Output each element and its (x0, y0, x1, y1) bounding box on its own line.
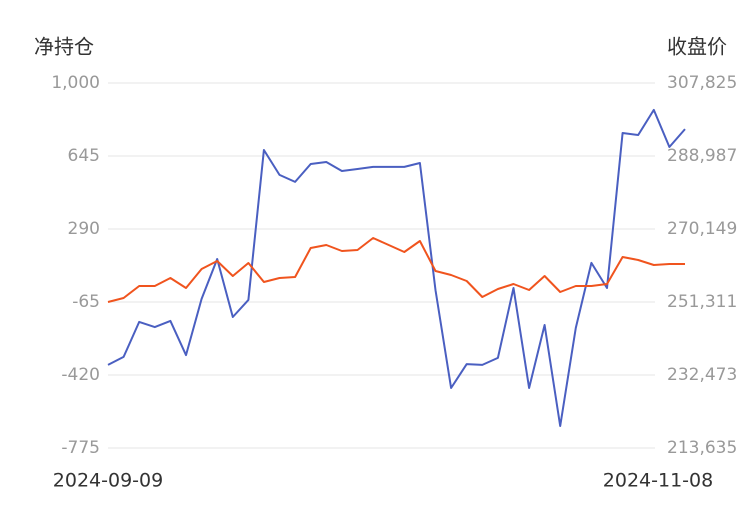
y2-tick-label: 213,635 (667, 438, 737, 458)
series-line (107, 108, 686, 427)
y2-tick-label: 288,987 (667, 146, 737, 166)
series-line (107, 237, 685, 303)
y-tick-label: 1,000 (51, 73, 100, 93)
x-tick-label: 2024-11-08 (603, 470, 713, 492)
y-tick-label: -420 (61, 365, 100, 385)
y2-axis-title: 收盘价 (667, 35, 727, 59)
x-tick-label: 2024-09-09 (53, 470, 163, 492)
y-tick-label: -775 (61, 438, 100, 458)
y2-tick-label: 232,473 (667, 365, 737, 385)
y-tick-label: 645 (68, 146, 100, 166)
y2-tick-label: 251,311 (667, 292, 737, 312)
y2-tick-label: 270,149 (667, 219, 737, 239)
y-tick-label: 290 (68, 219, 100, 239)
y-tick-label: -65 (72, 292, 100, 312)
y-axis-title: 净持仓 (34, 35, 94, 59)
y2-tick-label: 307,825 (667, 73, 737, 93)
